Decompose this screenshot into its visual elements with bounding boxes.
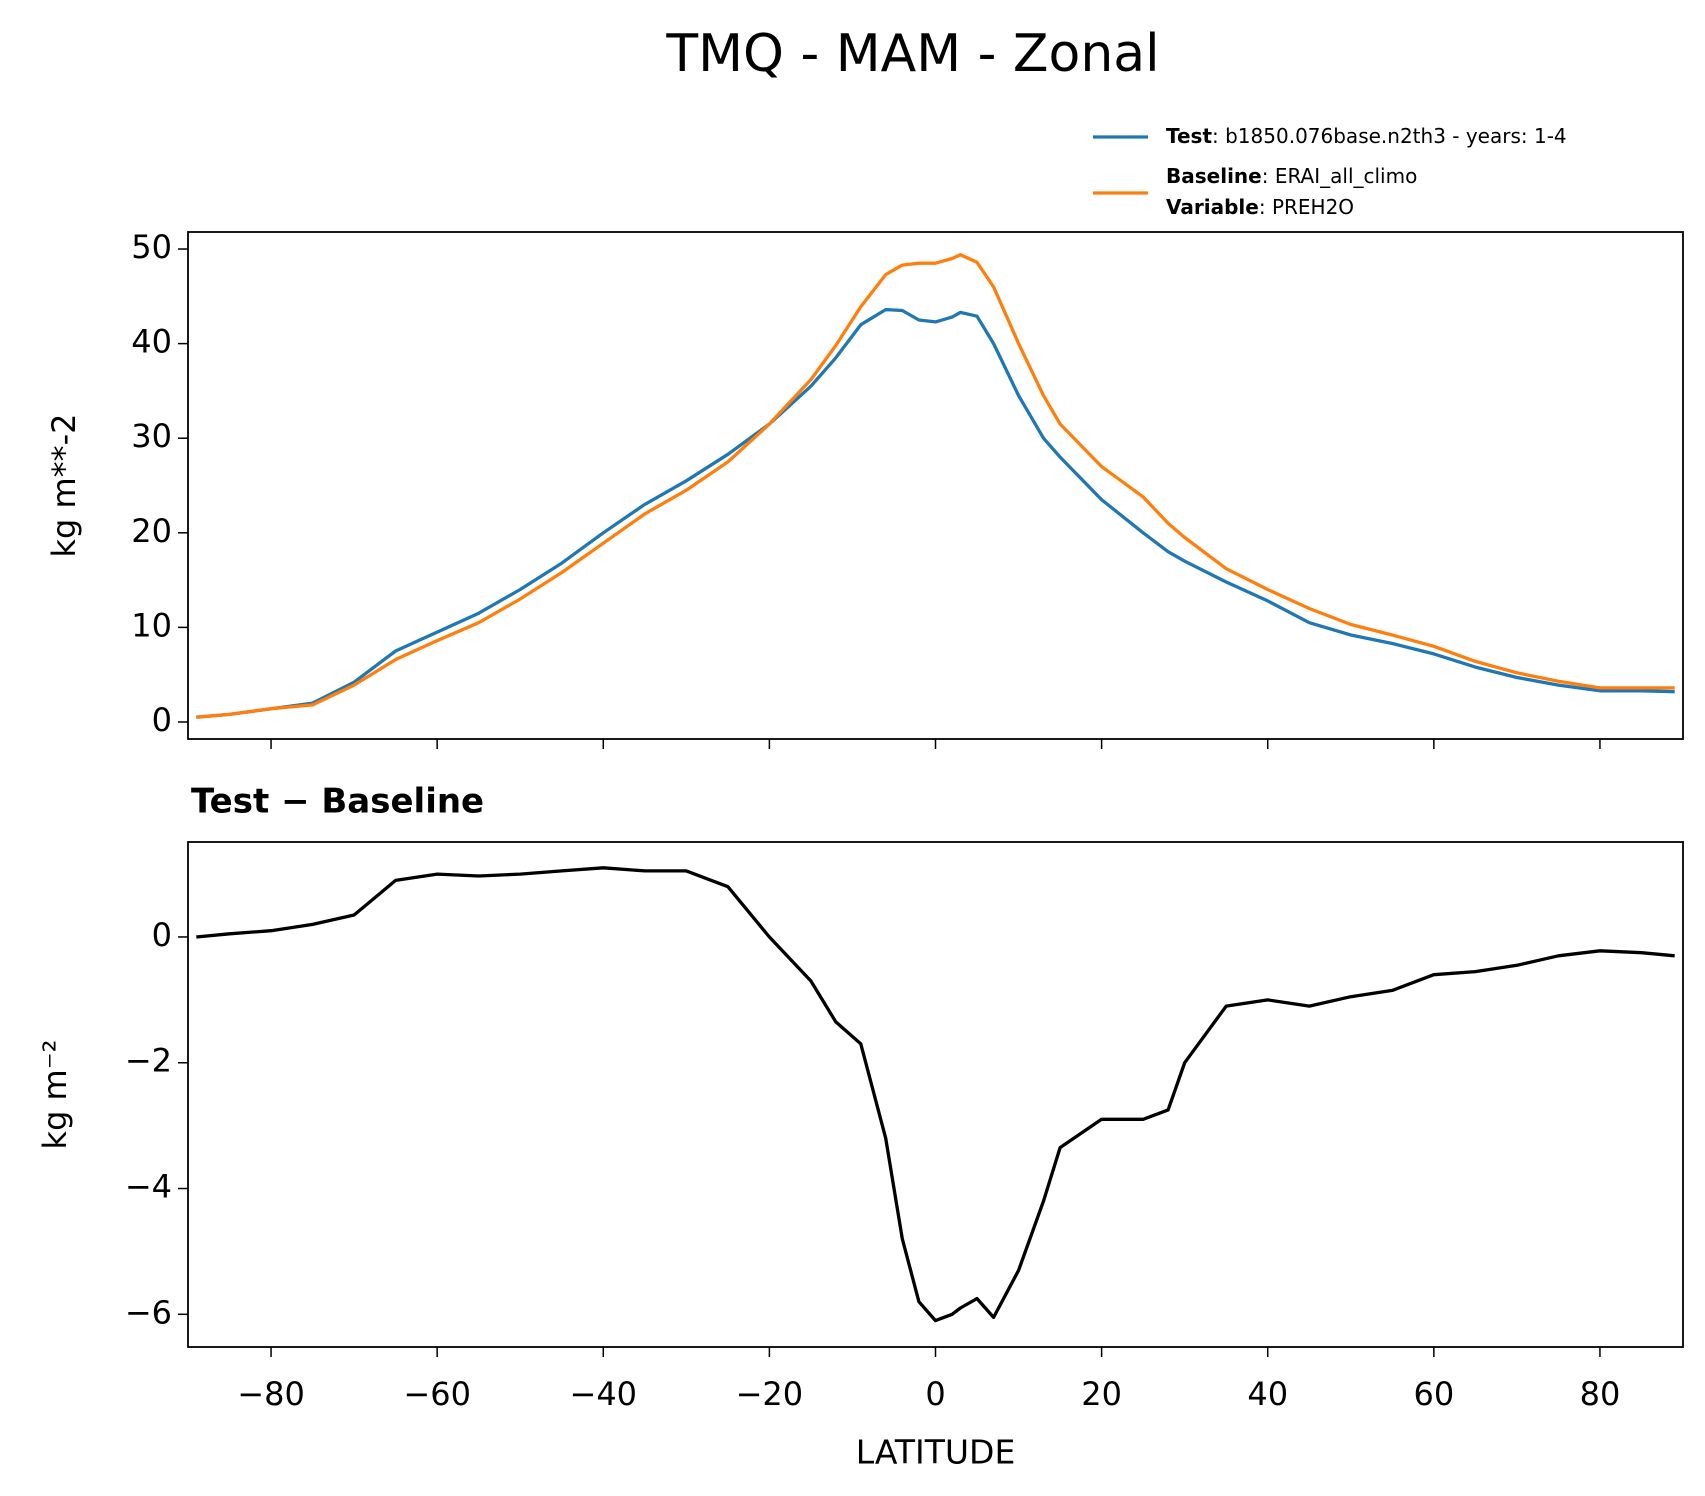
series-line xyxy=(196,253,1675,719)
y-tick-label: 0 xyxy=(152,701,172,739)
y-tick-label: −6 xyxy=(125,1293,172,1331)
legend-detail: : PREH2O xyxy=(1259,195,1354,219)
x-axis-label: LATITUDE xyxy=(856,1433,1016,1472)
legend-name: Baseline xyxy=(1166,164,1262,188)
legend-entry: Test: b1850.076base.n2th3 - years: 1-4 xyxy=(1166,124,1567,148)
chart-title: TMQ - MAM - Zonal xyxy=(665,24,1159,84)
y-tick-label: −4 xyxy=(125,1168,172,1206)
x-tick-label: −40 xyxy=(570,1375,638,1413)
legend-name: Variable xyxy=(1166,195,1259,219)
x-tick-label: −80 xyxy=(237,1375,305,1413)
series-line xyxy=(196,307,1675,719)
y-tick-label: 30 xyxy=(131,417,172,455)
plot-frame xyxy=(187,841,1684,1348)
y-axis-label: kg m**-2 xyxy=(45,413,83,557)
x-tick-label: 60 xyxy=(1413,1375,1454,1413)
x-tick-label: −60 xyxy=(403,1375,471,1413)
x-tick-label: 80 xyxy=(1580,1375,1621,1413)
y-tick-label: 40 xyxy=(131,323,172,361)
y-tick-label: 0 xyxy=(152,916,172,954)
x-tick-label: 0 xyxy=(925,1375,945,1413)
x-tick-label: 40 xyxy=(1247,1375,1288,1413)
legend-entry: Variable: PREH2O xyxy=(1166,195,1354,219)
legend-entry: Baseline: ERAI_all_climo xyxy=(1166,164,1417,188)
series-line xyxy=(196,866,1675,1323)
legend-name: Test xyxy=(1166,124,1212,148)
x-tick-label: −20 xyxy=(736,1375,804,1413)
y-tick-label: 10 xyxy=(131,606,172,644)
y-axis-label: kg m⁻² xyxy=(36,1040,74,1150)
legend-detail: : b1850.076base.n2th3 - years: 1-4 xyxy=(1212,124,1567,148)
plot-frame xyxy=(187,231,1684,740)
subplot-title: Test − Baseline xyxy=(191,782,484,822)
legend-detail: : ERAI_all_climo xyxy=(1262,164,1418,188)
y-tick-label: 50 xyxy=(131,228,172,266)
y-tick-label: 20 xyxy=(131,512,172,550)
y-tick-label: −2 xyxy=(125,1042,172,1080)
x-tick-label: 20 xyxy=(1081,1375,1122,1413)
